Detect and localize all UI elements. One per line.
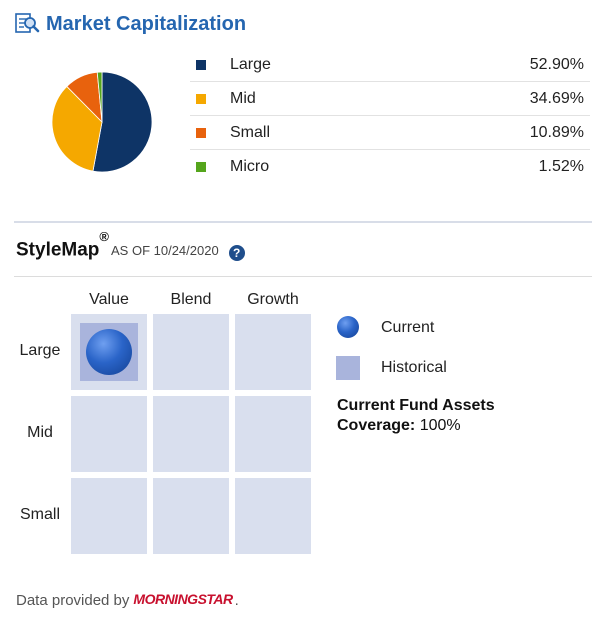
coverage-value: 100% — [419, 417, 461, 434]
stylemap-header: StyleMap® AS OF 10/24/2020 ? — [16, 229, 245, 262]
stylemap-cell-large-growth — [235, 314, 311, 390]
stylemap-cell-small-growth — [235, 478, 311, 554]
stylemap-cell-small-blend — [153, 478, 229, 554]
stylemap-cell-mid-value — [71, 396, 147, 472]
row-label-small: Small — [19, 506, 60, 523]
historical-key-icon — [336, 356, 360, 380]
market-cap-pie-chart — [51, 71, 153, 173]
legend-label: Large — [230, 55, 271, 73]
historical-key-label: Historical — [381, 359, 447, 376]
data-provider-footer: Data provided by MORNINGSTAR . — [16, 590, 239, 610]
stylemap-cell-large-value — [71, 314, 147, 390]
column-label-blend: Blend — [170, 291, 212, 308]
registered-mark: ® — [99, 229, 110, 244]
document-search-icon — [15, 13, 40, 33]
stylemap-title: StyleMap® — [16, 229, 110, 261]
footer-text: Data provided by — [16, 592, 130, 609]
market-cap-legend: Large 52.90% Mid 34.69% Small 10.89% Mic… — [190, 48, 590, 183]
legend-label: Small — [230, 123, 271, 141]
fund-assets-coverage: Current Fund Assets Coverage: 100% — [337, 396, 495, 436]
legend-label: Micro — [230, 157, 270, 175]
legend-swatch-large — [196, 59, 206, 70]
footer-suffix: . — [234, 592, 239, 609]
section-divider — [14, 221, 592, 223]
row-label-large: Large — [19, 342, 61, 359]
legend-value: 1.52% — [538, 157, 584, 175]
stylemap-cell-mid-growth — [235, 396, 311, 472]
legend-label: Mid — [230, 89, 256, 107]
morningstar-logo[interactable]: MORNINGSTAR — [133, 590, 233, 607]
legend-value: 34.69% — [529, 89, 584, 107]
market-cap-header: Market Capitalization — [14, 8, 246, 40]
legend-swatch-small — [196, 127, 206, 138]
column-label-growth: Growth — [247, 291, 299, 308]
stylemap-as-of-date: AS OF 10/24/2020 — [111, 243, 219, 259]
current-key-icon — [337, 316, 359, 338]
stylemap-cell-small-value — [71, 478, 147, 554]
legend-swatch-micro — [196, 161, 206, 172]
help-icon[interactable]: ? — [228, 245, 245, 262]
column-label-value: Value — [89, 291, 129, 308]
legend-swatch-mid — [196, 93, 206, 104]
legend-row-mid: Mid 34.69% — [190, 82, 590, 116]
legend-row-micro: Micro 1.52% — [190, 150, 590, 183]
pie-slice-mid — [51, 85, 103, 172]
legend-row-large: Large 52.90% — [190, 48, 590, 82]
market-cap-title: Market Capitalization — [46, 12, 247, 35]
legend-value: 52.90% — [529, 55, 584, 73]
stylemap-divider — [14, 276, 592, 277]
legend-value: 10.89% — [529, 123, 584, 141]
assets-heading: Current Fund Assets — [337, 397, 495, 414]
current-marker — [86, 329, 132, 375]
stylemap-cell-large-blend — [153, 314, 229, 390]
legend-row-small: Small 10.89% — [190, 116, 590, 150]
stylemap-cell-mid-blend — [153, 396, 229, 472]
coverage-label: Coverage: — [337, 417, 416, 434]
pie-slice-micro — [96, 71, 103, 123]
pie-slice-large — [92, 71, 153, 173]
row-label-mid: Mid — [27, 424, 53, 441]
current-key-label: Current — [381, 319, 435, 336]
